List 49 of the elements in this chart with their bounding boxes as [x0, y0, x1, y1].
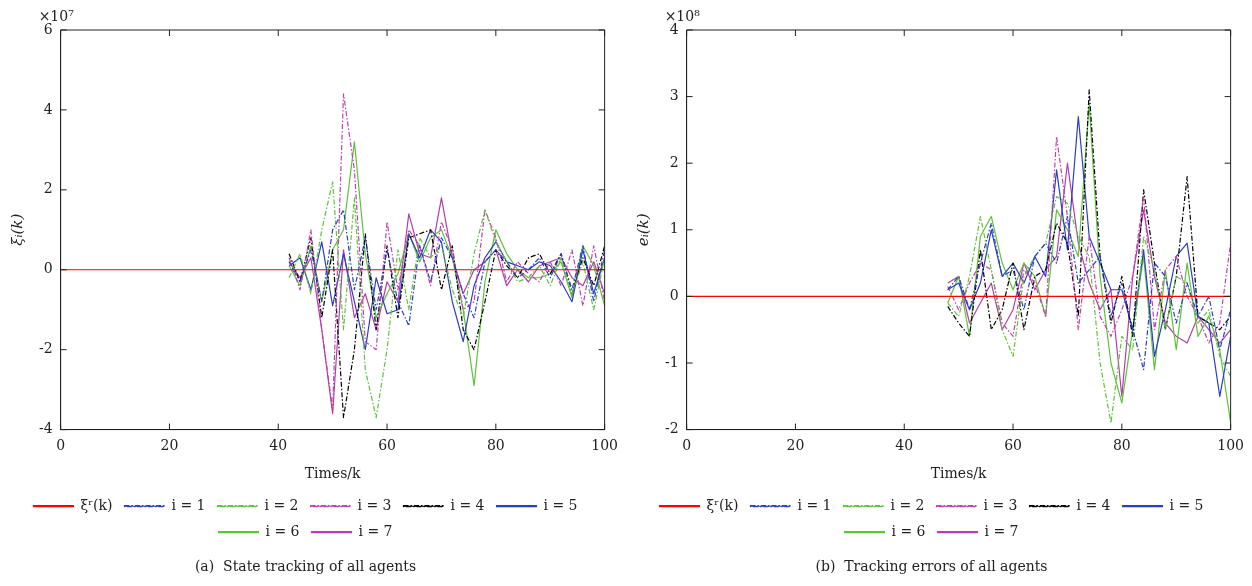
legend-label: i = 1	[797, 496, 832, 513]
legend-label: i = 2	[264, 496, 299, 513]
x-tick-label: 40	[269, 436, 288, 453]
legend-label: i = 6	[265, 522, 300, 539]
x-tick-label: 80	[1112, 436, 1131, 453]
text: (b) Tracking errors of all agents	[815, 558, 1048, 575]
x-tick-label: 40	[895, 436, 914, 453]
x-tick-label: 20	[786, 436, 805, 453]
y-tick-label: 2	[43, 180, 53, 197]
y-tick-label: 1	[669, 220, 679, 237]
x-axis-title: Times/k	[930, 465, 988, 482]
legend-label: i = 5	[1169, 496, 1204, 513]
legend-label: i = 7	[358, 522, 393, 539]
y-tick-label: 0	[669, 287, 679, 304]
x-tick-label: 80	[486, 436, 505, 453]
legend-label: i = 7	[984, 522, 1019, 539]
y-tick-label: 4	[43, 100, 53, 117]
legend-label: i = 6	[891, 522, 926, 539]
legend-label: i = 5	[543, 496, 578, 513]
y-tick-label: -2	[665, 420, 679, 437]
x-tick-label: 60	[378, 436, 396, 453]
legend-label: i = 3	[357, 496, 392, 513]
legend-label: i = 3	[983, 496, 1018, 513]
line-series	[288, 229, 605, 419]
y-tick-label: -2	[39, 340, 53, 357]
y-tick-label: 0	[43, 260, 53, 277]
legend-label: ξʳ(k)	[80, 496, 113, 513]
y-tick-label: 3	[669, 87, 679, 104]
text: (a) State tracking of all agents	[194, 558, 417, 575]
x-tick-label: 0	[682, 436, 692, 453]
legend-label: i = 4	[1076, 496, 1111, 513]
x-tick-label: 100	[591, 436, 619, 453]
line-series	[947, 89, 1231, 337]
line-series	[947, 135, 1231, 344]
line-series	[288, 93, 605, 411]
legend-label: i = 4	[450, 496, 485, 513]
y-tick-label: 2	[669, 153, 679, 170]
x-axis-title: Times/k	[304, 465, 362, 482]
legend-label: ξʳ(k)	[706, 496, 739, 513]
y-axis-title: ξᵢ(k)	[7, 213, 26, 246]
x-tick-label: 20	[160, 436, 179, 453]
legend-label: i = 2	[890, 496, 925, 513]
y-axis-title: eᵢ(k)	[633, 213, 652, 247]
y-tick-label: -1	[665, 353, 679, 370]
x-tick-label: 0	[56, 436, 66, 453]
x-tick-label: 60	[1004, 436, 1022, 453]
y-tick-label: -4	[39, 420, 53, 437]
legend-label: i = 1	[171, 496, 206, 513]
x-tick-label: 100	[1217, 436, 1245, 453]
